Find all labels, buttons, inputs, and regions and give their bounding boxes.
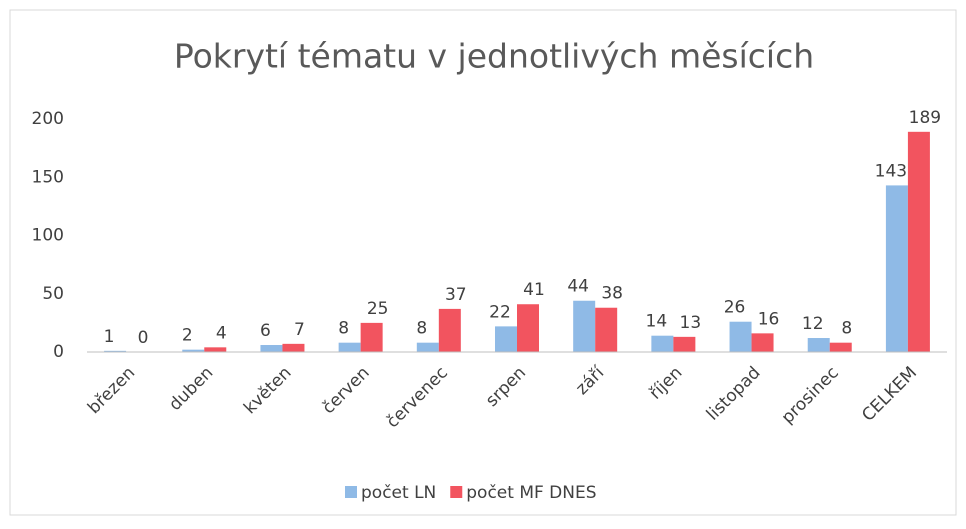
value-label: 8	[841, 319, 852, 339]
y-tick-label: 50	[42, 284, 64, 304]
chart-title: Pokrytí tématu v jednotlivých měsících	[174, 37, 814, 76]
bar	[104, 350, 127, 352]
value-label: 1	[104, 327, 115, 347]
value-label: 189	[909, 108, 941, 128]
bar	[751, 333, 774, 352]
value-label: 8	[416, 319, 427, 339]
value-label: 2	[182, 326, 193, 346]
value-label: 16	[758, 309, 780, 329]
value-label: 26	[724, 298, 746, 318]
value-label: 4	[216, 323, 227, 343]
bar	[517, 304, 539, 352]
bar	[360, 322, 383, 352]
legend-swatch	[345, 486, 357, 498]
bar	[573, 300, 596, 352]
value-label: 38	[601, 284, 623, 304]
value-label: 12	[802, 314, 824, 334]
value-label: 44	[567, 277, 589, 297]
bar	[282, 343, 305, 352]
value-label: 8	[338, 319, 349, 339]
bar	[907, 131, 930, 352]
bar	[595, 307, 618, 352]
bar	[338, 342, 361, 352]
value-label: 143	[875, 161, 907, 181]
y-tick-label: 200	[32, 109, 64, 129]
bar	[673, 336, 696, 352]
value-label: 7	[294, 320, 305, 340]
bar	[885, 185, 908, 352]
value-label: 22	[489, 302, 511, 322]
legend-swatch	[450, 486, 463, 498]
value-label: 41	[523, 280, 545, 300]
value-label: 0	[138, 328, 149, 348]
legend-label: počet MF DNES	[466, 483, 596, 503]
bar	[807, 338, 830, 352]
bar	[495, 326, 517, 352]
value-label: 6	[260, 321, 271, 341]
value-label: 13	[680, 313, 702, 333]
bar	[829, 342, 852, 352]
value-label: 37	[445, 285, 467, 305]
bar	[204, 347, 227, 352]
y-tick-label: 0	[53, 342, 64, 362]
bar	[438, 308, 461, 352]
y-tick-label: 100	[32, 226, 64, 246]
chart-frame	[9, 9, 957, 516]
bar	[729, 321, 752, 352]
value-label: 25	[367, 299, 389, 319]
bar	[182, 349, 205, 352]
legend-label: počet LN	[361, 483, 436, 503]
bar	[260, 345, 283, 352]
value-label: 14	[646, 312, 668, 332]
y-tick-label: 150	[32, 167, 64, 187]
bar	[416, 342, 439, 352]
bar	[651, 335, 674, 352]
